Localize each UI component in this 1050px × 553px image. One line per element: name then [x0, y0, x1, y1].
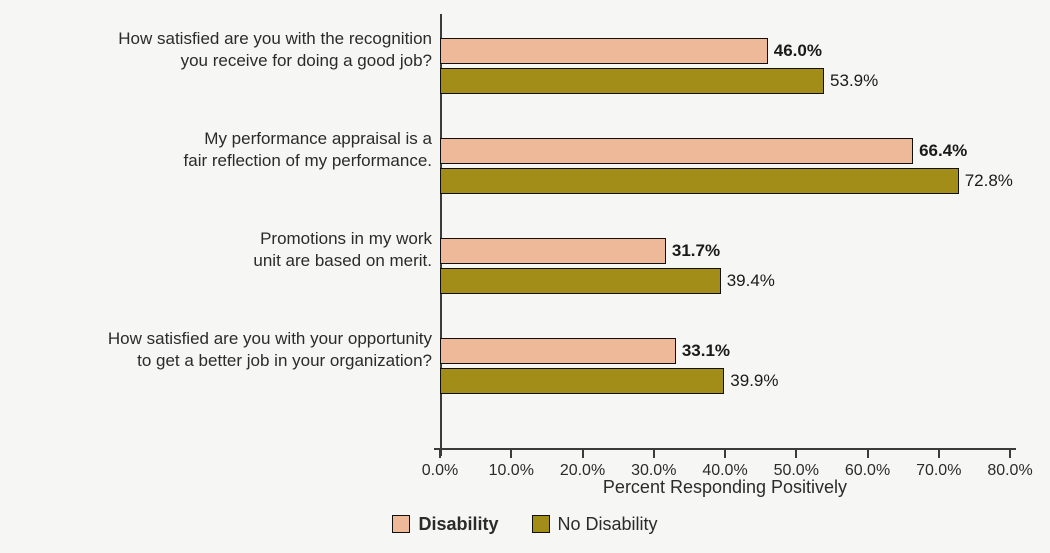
x-tick-mark — [1009, 450, 1011, 458]
category-line: to get a better job in your organization… — [137, 351, 432, 370]
x-tick-mark — [582, 450, 584, 458]
bar-group: 31.7% 39.4% — [440, 238, 1010, 298]
legend-label: No Disability — [558, 514, 658, 535]
category-line: fair reflection of my performance. — [184, 151, 432, 170]
plot-area: 0.0%10.0%20.0%30.0%40.0%50.0%60.0%70.0%8… — [440, 20, 1010, 450]
category-label: How satisfied are you with the recogniti… — [12, 28, 432, 72]
legend-item-disability: Disability — [392, 514, 498, 535]
bar-no-disability — [440, 268, 721, 294]
bar-no-disability — [440, 168, 959, 194]
bar-value-label: 31.7% — [672, 241, 720, 261]
bar-disability — [440, 338, 676, 364]
legend: Disability No Disability — [0, 514, 1050, 539]
bar-group: 33.1%39.9% — [440, 338, 1010, 398]
x-tick-mark — [653, 450, 655, 458]
category-label: Promotions in my work unit are based on … — [12, 228, 432, 272]
legend-label: Disability — [418, 514, 498, 535]
legend-item-no-disability: No Disability — [532, 514, 658, 535]
bar-value-label: 66.4% — [919, 141, 967, 161]
category-line: Promotions in my work — [260, 229, 432, 248]
category-line: My performance appraisal is a — [204, 129, 432, 148]
x-tick-mark — [795, 450, 797, 458]
category-line: unit are based on merit. — [253, 251, 432, 270]
bar-no-disability — [440, 68, 824, 94]
legend-swatch — [392, 515, 410, 533]
bar-no-disability — [440, 368, 724, 394]
category-line: How satisfied are you with your opportun… — [108, 329, 432, 348]
bar-group: 66.4% 72.8% — [440, 138, 1010, 198]
x-tick-mark — [867, 450, 869, 458]
bar-chart: 0.0%10.0%20.0%30.0%40.0%50.0%60.0%70.0%8… — [0, 0, 1050, 553]
x-tick-mark — [510, 450, 512, 458]
category-line: How satisfied are you with the recogniti… — [118, 29, 432, 48]
x-tick-mark — [938, 450, 940, 458]
category-label: How satisfied are you with your opportun… — [12, 328, 432, 372]
bar-disability — [440, 138, 913, 164]
bar-disability — [440, 238, 666, 264]
x-tick-mark — [439, 450, 441, 458]
bar-value-label: 72.8% — [965, 171, 1013, 191]
category-line: you receive for doing a good job? — [181, 51, 432, 70]
bar-group: 46.0% 53.9% — [440, 38, 1010, 98]
category-label: My performance appraisal is a fair refle… — [12, 128, 432, 172]
x-axis-title: Percent Responding Positively — [440, 477, 1010, 498]
bar-value-label: 53.9% — [830, 71, 878, 91]
bar-value-label: 39.9% — [730, 371, 778, 391]
bar-disability — [440, 38, 768, 64]
x-tick-mark — [724, 450, 726, 458]
bar-value-label: 33.1% — [682, 341, 730, 361]
bar-value-label: 46.0% — [774, 41, 822, 61]
bar-value-label: 39.4% — [727, 271, 775, 291]
legend-swatch — [532, 515, 550, 533]
